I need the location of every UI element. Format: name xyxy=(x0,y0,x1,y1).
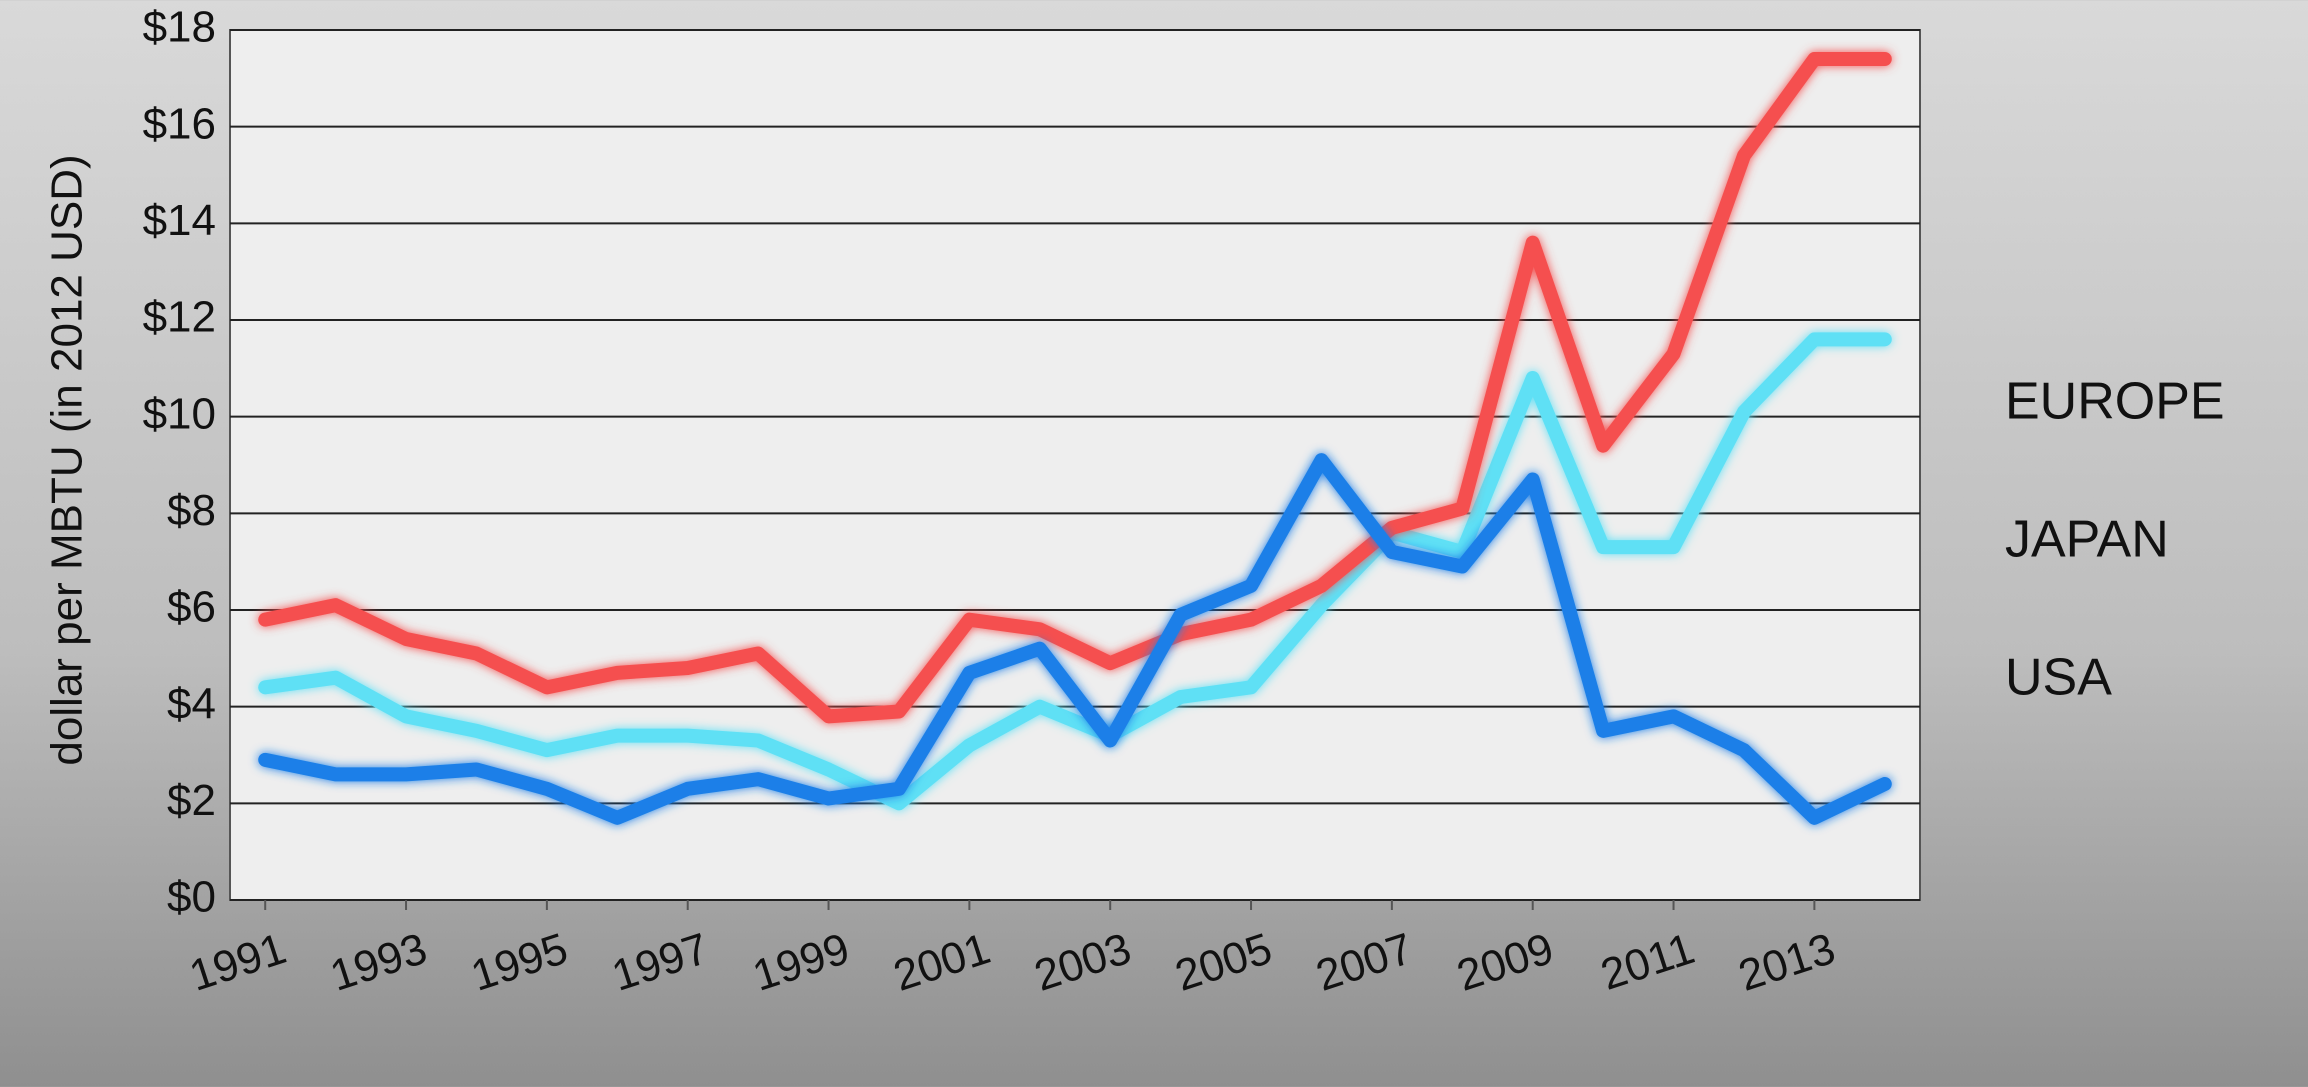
y-tick-label: $8 xyxy=(167,486,216,535)
series-line xyxy=(258,332,1892,811)
legend-label: JAPAN xyxy=(2005,511,2169,569)
x-tick-label: 2007 xyxy=(1310,924,1418,1001)
x-tick-label: 2011 xyxy=(1595,924,1700,1000)
x-tick-label: 1991 xyxy=(184,924,292,1001)
legend-label: USA xyxy=(2005,649,2112,707)
x-tick-label: 2009 xyxy=(1451,924,1559,1001)
y-tick-label: $6 xyxy=(167,583,216,632)
series-line xyxy=(258,453,1892,825)
x-tick-label: 1997 xyxy=(606,924,714,1001)
y-tick-label: $10 xyxy=(143,389,216,438)
x-tick-label: 1995 xyxy=(465,924,573,1001)
series-line xyxy=(258,52,1892,724)
x-tick-label: 2001 xyxy=(888,924,996,1001)
x-tick-label: 2013 xyxy=(1733,924,1841,1001)
plot-area xyxy=(229,29,1921,901)
legend-label: EUROPE xyxy=(2005,373,2225,431)
x-tick-label: 2005 xyxy=(1169,924,1277,1001)
y-tick-label: $14 xyxy=(143,196,216,245)
y-tick-label: $4 xyxy=(167,679,216,728)
y-tick-label: $16 xyxy=(143,99,216,148)
y-tick-label: $0 xyxy=(167,873,216,922)
y-tick-label: $2 xyxy=(167,776,216,825)
x-tick-label: 1999 xyxy=(747,924,855,1001)
x-tick-label: 1993 xyxy=(324,924,432,1001)
x-tick-label: 2003 xyxy=(1029,924,1137,1001)
y-tick-label: $12 xyxy=(143,293,216,342)
y-tick-label: $18 xyxy=(143,3,216,52)
y-axis-label: dollar per MBTU (in 2012 USD) xyxy=(43,154,92,765)
